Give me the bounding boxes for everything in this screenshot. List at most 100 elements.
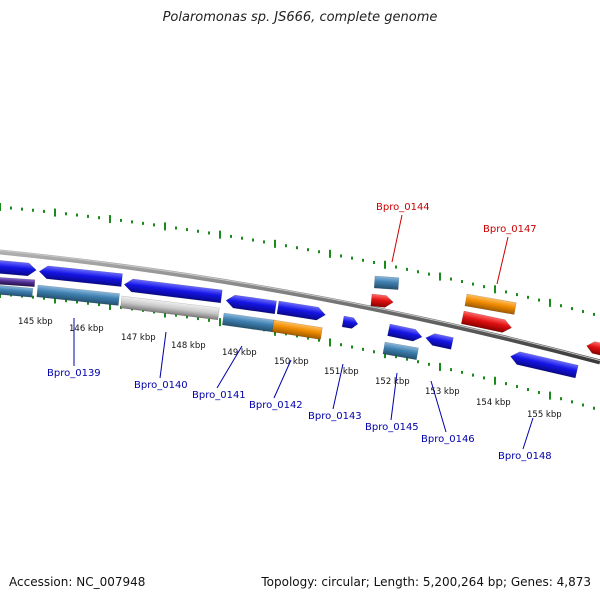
tick-mark (472, 282, 474, 286)
gene-arrow[interactable] (370, 293, 394, 308)
tick-mark (76, 213, 78, 217)
genome-backbone-highlight (0, 250, 600, 361)
tick-mark (0, 203, 1, 211)
tick-mark (274, 239, 276, 248)
genome-backbone (0, 249, 600, 365)
gene-label[interactable]: Bpro_0144 (376, 202, 430, 213)
tick-mark (263, 240, 265, 244)
tick-mark (340, 254, 342, 258)
gene-label[interactable]: Bpro_0139 (47, 368, 101, 379)
gene-label[interactable]: Bpro_0146 (421, 434, 475, 445)
gene-leader-line (430, 380, 447, 433)
gene-label[interactable]: Bpro_0141 (192, 390, 246, 401)
tick-mark (208, 318, 210, 322)
accession-text: Accession: NC_007948 (9, 575, 146, 589)
gene-label[interactable]: Bpro_0143 (308, 411, 362, 422)
tick-mark (197, 317, 199, 321)
tick-mark (87, 214, 89, 218)
tick-mark (318, 250, 320, 254)
gene-arrow[interactable] (271, 319, 323, 340)
tick-mark (450, 277, 452, 281)
gene-leader-line (522, 417, 534, 450)
gene-arrow[interactable] (382, 341, 419, 361)
tick-mark (439, 272, 441, 281)
tick-mark (21, 207, 23, 211)
gene-arrow[interactable] (509, 350, 579, 379)
tick-mark (164, 222, 166, 231)
gene-label[interactable]: Bpro_0145 (365, 422, 419, 433)
gene-arrow[interactable] (464, 293, 517, 315)
tick-mark (582, 309, 584, 313)
tick-mark (362, 258, 364, 262)
gene-arrow[interactable] (461, 310, 513, 334)
gene-arrow[interactable] (373, 275, 400, 290)
tick-mark (373, 350, 375, 354)
kbp-label: 152 kbp (375, 377, 410, 387)
tick-mark (417, 270, 419, 274)
tick-mark (516, 293, 518, 297)
gene-leader-line (332, 363, 344, 410)
tick-mark (362, 347, 364, 351)
tick-mark (428, 272, 430, 276)
tick-mark (241, 236, 243, 240)
gene-label[interactable]: Bpro_0147 (483, 224, 537, 235)
tick-mark (329, 249, 331, 258)
tick-mark (494, 376, 496, 385)
gene-arrow[interactable] (222, 312, 276, 333)
gene-arrow[interactable] (585, 340, 600, 357)
gene-arrow[interactable] (120, 295, 220, 321)
tick-mark (340, 343, 342, 347)
kbp-label: 147 kbp (121, 333, 156, 343)
kbp-label: 155 kbp (527, 410, 562, 420)
tick-mark (351, 345, 353, 349)
tick-mark (593, 406, 595, 410)
gene-label[interactable]: Bpro_0142 (249, 400, 303, 411)
tick-mark (43, 209, 45, 213)
tick-mark (549, 391, 551, 400)
tick-mark (164, 309, 166, 318)
tick-mark (175, 313, 177, 317)
gene-label[interactable]: Bpro_0148 (498, 451, 552, 462)
gene-arrow[interactable] (123, 278, 223, 304)
gene-label[interactable]: Bpro_0140 (134, 380, 188, 391)
gene-arrow[interactable] (387, 323, 424, 343)
gene-arrow[interactable] (36, 284, 120, 306)
tick-mark (197, 229, 199, 233)
tick-mark (505, 382, 507, 386)
gene-leader-line (216, 345, 243, 389)
tick-mark (505, 290, 507, 294)
tick-mark (76, 300, 78, 304)
tick-mark (560, 304, 562, 308)
tick-mark (219, 230, 221, 239)
kbp-label: 148 kbp (171, 341, 206, 351)
gene-leader-line (159, 331, 167, 379)
kbp-label: 149 kbp (222, 348, 257, 358)
tick-mark (120, 218, 122, 222)
tick-mark (593, 312, 595, 316)
gene-arrow[interactable] (425, 332, 454, 350)
tick-mark (527, 388, 529, 392)
gene-arrow[interactable] (38, 265, 123, 287)
tick-mark (98, 216, 100, 220)
gene-arrow[interactable] (225, 294, 277, 315)
gene-leader-line (391, 214, 403, 263)
tick-mark (406, 267, 408, 271)
tick-mark (252, 238, 254, 242)
gene-arrow[interactable] (0, 284, 34, 298)
tick-mark (428, 362, 430, 366)
gene-arrow[interactable] (276, 300, 326, 321)
gene-arrow[interactable] (0, 259, 37, 277)
gene-arrow[interactable] (341, 315, 359, 329)
tick-mark (43, 296, 45, 300)
tick-mark (186, 315, 188, 319)
tick-mark (54, 295, 56, 304)
tick-mark (582, 403, 584, 407)
tick-mark (549, 298, 551, 307)
tick-mark (296, 246, 298, 250)
genome-summary-text: Topology: circular; Length: 5,200,264 bp… (261, 575, 591, 589)
tick-mark (219, 318, 221, 327)
gene-arrow[interactable] (0, 276, 36, 288)
kbp-label: 150 kbp (274, 357, 309, 367)
